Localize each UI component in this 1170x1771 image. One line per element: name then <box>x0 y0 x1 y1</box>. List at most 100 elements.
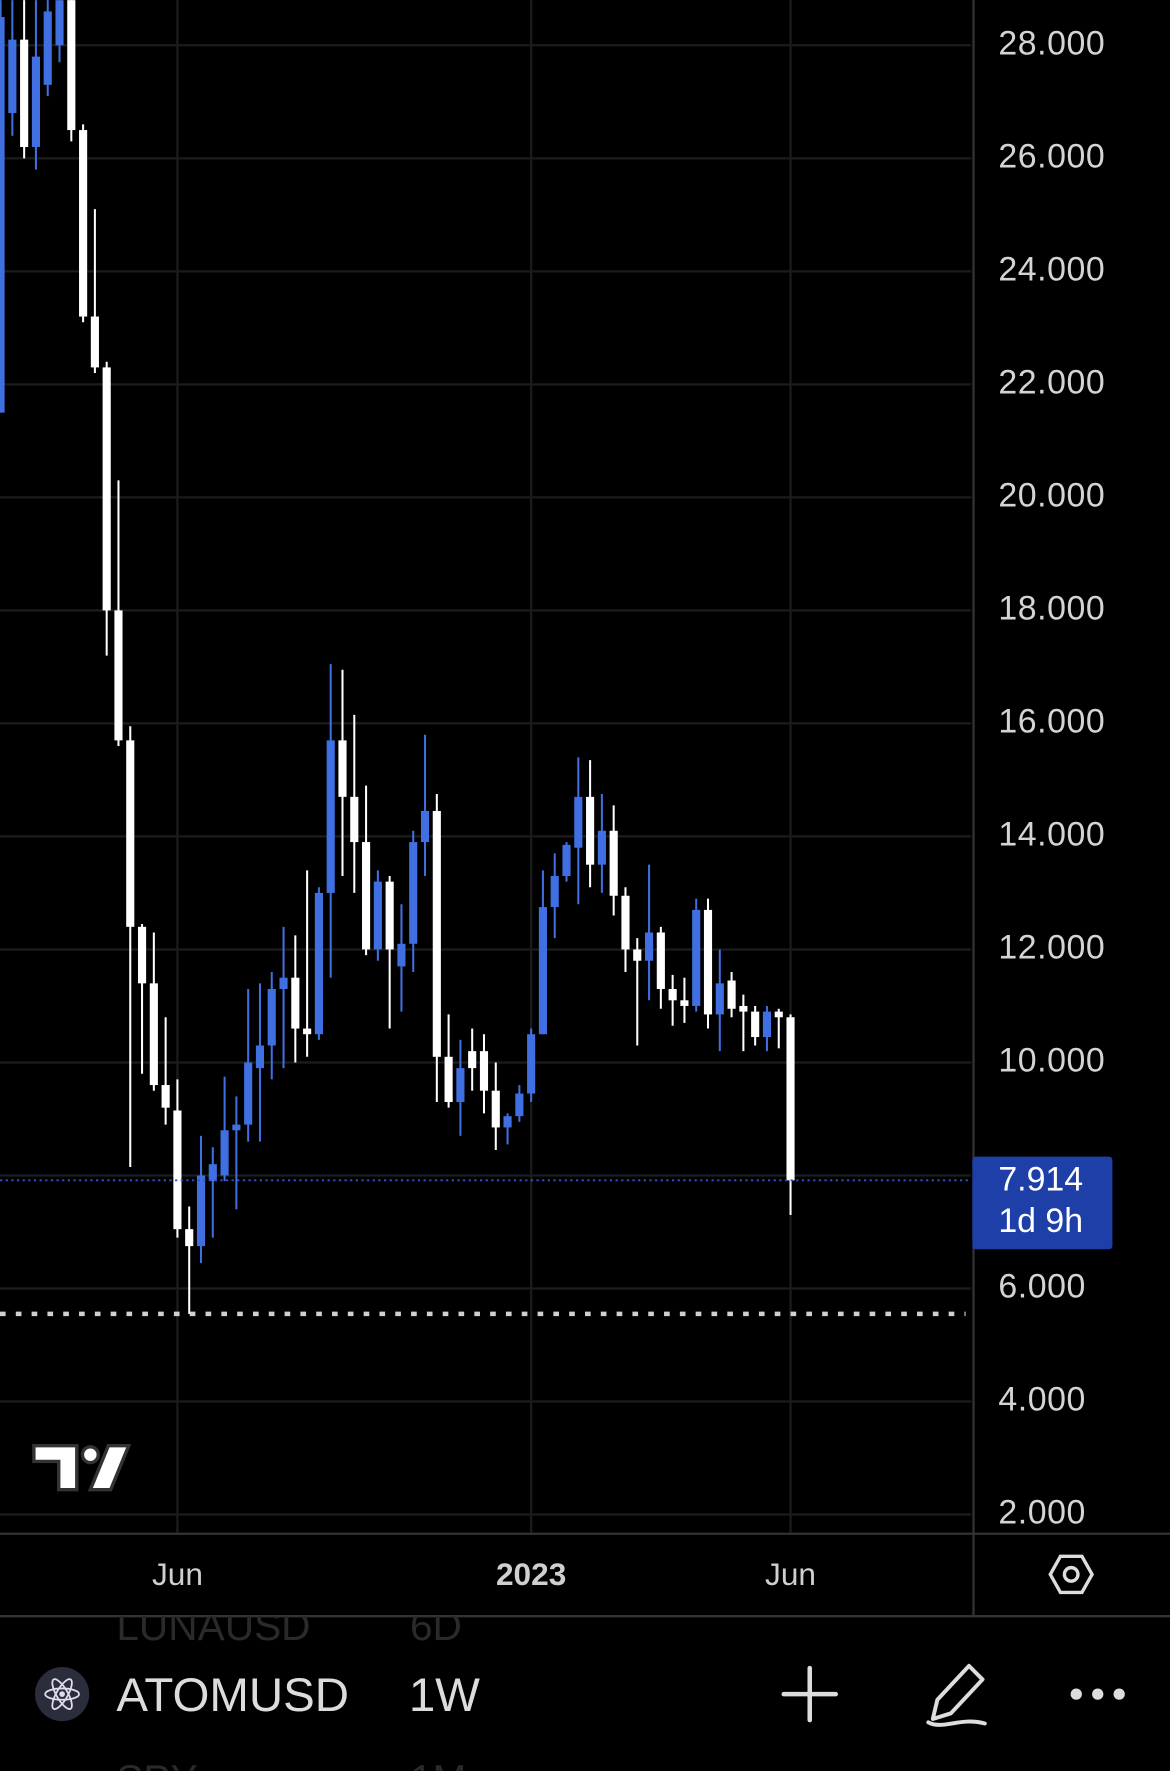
add-button[interactable] <box>781 1665 838 1723</box>
last-price-label: 7.914 <box>998 1160 1083 1198</box>
y-tick-label: 26.000 <box>998 137 1105 175</box>
candle-body <box>362 842 371 950</box>
candle-body <box>208 1164 217 1182</box>
candle-body <box>31 56 41 148</box>
candle-body <box>220 1130 229 1176</box>
draw-button[interactable] <box>926 1663 987 1727</box>
candle-body <box>456 1068 465 1103</box>
y-tick-label: 24.000 <box>998 250 1105 288</box>
candle-body <box>20 39 29 148</box>
candle-body <box>739 1005 748 1012</box>
grid <box>0 0 972 1533</box>
settings-button[interactable] <box>1048 1554 1095 1595</box>
candle-body <box>680 1000 689 1006</box>
candle-body <box>751 1011 760 1038</box>
candle-body <box>102 367 111 611</box>
candle-body <box>326 740 335 893</box>
last-price-box <box>972 1156 1113 1250</box>
candle-body <box>503 1116 512 1128</box>
candle-body <box>114 610 123 741</box>
y-tick-label: 6.000 <box>998 1267 1086 1305</box>
candle-body <box>137 926 147 984</box>
x-tick-label: Jun <box>765 1556 816 1592</box>
candle-body <box>185 1229 194 1247</box>
candle-body <box>350 796 359 843</box>
candle-body <box>279 977 288 989</box>
candle-body <box>291 977 300 1029</box>
candle-body <box>633 949 642 961</box>
candle-body <box>303 1028 312 1035</box>
candle-body <box>173 1110 182 1230</box>
candle-body <box>409 842 418 944</box>
symbol-picker[interactable]: LUNAUSD ATOMUSD SPY <box>116 1603 349 1771</box>
y-tick-label: 20.000 <box>998 476 1105 514</box>
x-tick-label: Jun <box>152 1556 203 1592</box>
candle-body <box>161 1085 170 1108</box>
time-axis: Jun 2023 Jun <box>152 1556 816 1592</box>
candle-body <box>668 988 677 1001</box>
candle-body <box>338 740 347 797</box>
candle-body <box>196 1175 206 1247</box>
x-tick-label: 2023 <box>496 1556 566 1592</box>
candle-body <box>527 1034 536 1094</box>
candle-body <box>432 810 441 1057</box>
y-tick-label: 10.000 <box>998 1041 1105 1079</box>
interval[interactable]: 1W <box>409 1669 480 1722</box>
candle-body <box>267 988 276 1046</box>
candle-body <box>597 830 606 865</box>
candle-body <box>43 11 52 85</box>
candle-body <box>468 1051 477 1069</box>
candle-body <box>79 130 88 317</box>
candle-body <box>385 881 394 950</box>
candle-body <box>420 810 430 843</box>
candle-body <box>232 1124 241 1131</box>
next-symbol: SPY <box>116 1756 197 1771</box>
candle-body <box>491 1090 500 1128</box>
candle-body <box>244 1062 253 1125</box>
more-button[interactable] <box>1070 1688 1125 1700</box>
y-tick-label: 28.000 <box>998 24 1105 62</box>
candle-body <box>727 980 736 1009</box>
candle-body <box>703 909 713 1015</box>
candle-body <box>0 17 5 413</box>
candle-body <box>586 796 595 865</box>
y-tick-label: 2.000 <box>998 1493 1086 1531</box>
candle-body <box>397 943 406 967</box>
candle-body <box>126 740 135 927</box>
symbol[interactable]: ATOMUSD <box>116 1669 349 1722</box>
next-interval: 1M <box>410 1756 466 1771</box>
candle-body <box>644 932 654 961</box>
candle-body <box>444 1056 453 1103</box>
candle-body <box>515 1093 524 1117</box>
candle-body <box>692 909 701 1006</box>
candle-body <box>762 1011 772 1038</box>
candle-body <box>255 1045 265 1069</box>
y-tick-label: 4.000 <box>998 1380 1086 1418</box>
y-tick-label: 22.000 <box>998 363 1105 401</box>
candle-body <box>8 39 17 114</box>
candle-body <box>774 1011 783 1018</box>
tv-logo <box>32 1443 132 1492</box>
toolbar: LUNAUSD ATOMUSD SPY 6D 1W 1M <box>116 1603 480 1771</box>
countdown-label: 1d 9h <box>998 1202 1083 1240</box>
prev-interval: 6D <box>410 1603 462 1649</box>
y-tick-label: 18.000 <box>998 589 1105 627</box>
y-tick-label: 16.000 <box>998 702 1105 740</box>
candle-body <box>538 907 548 1035</box>
candle-body <box>621 895 630 950</box>
y-tick-label: 14.000 <box>998 815 1105 853</box>
candle-body <box>609 830 618 896</box>
symbol-icon <box>35 1667 90 1722</box>
candle-body <box>67 0 76 131</box>
plot-area <box>0 0 972 1317</box>
y-tick-label: 12.000 <box>998 928 1105 966</box>
candle-body <box>314 892 323 1035</box>
candle-body <box>715 983 724 1015</box>
price-axis: 2.0004.0006.0008.00010.00012.00014.00016… <box>972 24 1113 1531</box>
candle-body <box>656 932 665 989</box>
candle-body <box>149 983 158 1086</box>
candle-body <box>373 881 382 950</box>
